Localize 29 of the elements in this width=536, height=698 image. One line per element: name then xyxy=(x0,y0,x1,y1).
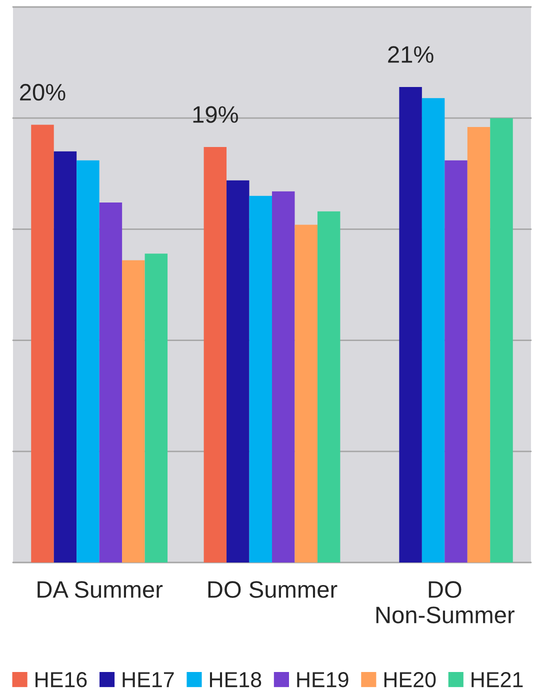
legend-label: HE18 xyxy=(210,672,262,688)
bar xyxy=(76,160,100,562)
data-label: 21% xyxy=(388,46,434,63)
bar xyxy=(422,98,445,562)
x-tick-label: DO Non-Summer xyxy=(376,581,514,624)
x-tick-label: DO Summer xyxy=(208,581,338,598)
bar xyxy=(226,180,250,562)
legend-label: HE19 xyxy=(297,672,348,688)
bar xyxy=(249,196,272,562)
bar xyxy=(399,86,422,562)
bar xyxy=(54,151,77,562)
data-label: 19% xyxy=(193,106,238,123)
x-tick-label: DA Summer xyxy=(38,581,163,598)
bar xyxy=(204,146,227,562)
legend-label: HE21 xyxy=(472,672,523,688)
legend-label: HE20 xyxy=(384,672,436,688)
bar xyxy=(467,126,490,562)
bar xyxy=(122,260,145,562)
bar xyxy=(31,124,54,562)
bar xyxy=(490,118,513,562)
bar xyxy=(317,211,340,562)
bar xyxy=(272,191,295,562)
bar xyxy=(99,202,122,562)
bar xyxy=(294,224,318,562)
bar xyxy=(444,160,468,562)
legend-label: HE17 xyxy=(122,672,174,688)
data-label: 20% xyxy=(20,84,66,101)
bar xyxy=(144,254,168,562)
legend-label: HE16 xyxy=(36,672,87,688)
